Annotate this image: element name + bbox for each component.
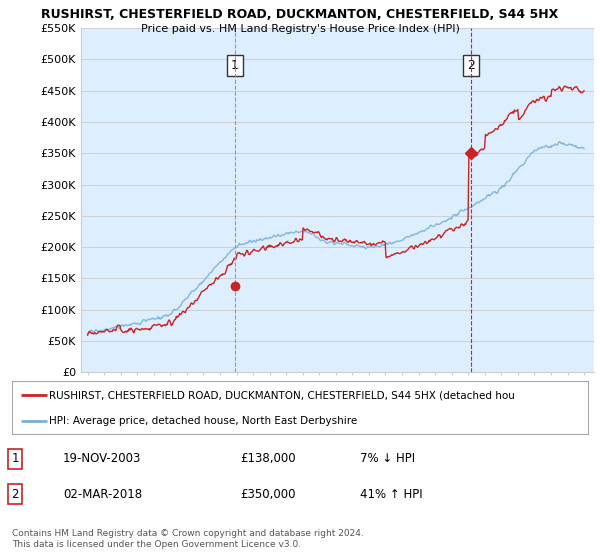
Text: 19-NOV-2003: 19-NOV-2003	[63, 452, 142, 465]
Text: £350,000: £350,000	[240, 488, 296, 501]
Text: RUSHIRST, CHESTERFIELD ROAD, DUCKMANTON, CHESTERFIELD, S44 5HX (detached hou: RUSHIRST, CHESTERFIELD ROAD, DUCKMANTON,…	[49, 390, 515, 400]
Text: 41% ↑ HPI: 41% ↑ HPI	[360, 488, 422, 501]
Text: RUSHIRST, CHESTERFIELD ROAD, DUCKMANTON, CHESTERFIELD, S44 5HX: RUSHIRST, CHESTERFIELD ROAD, DUCKMANTON,…	[41, 8, 559, 21]
Text: 2: 2	[11, 488, 19, 501]
Text: 02-MAR-2018: 02-MAR-2018	[63, 488, 142, 501]
Text: Price paid vs. HM Land Registry's House Price Index (HPI): Price paid vs. HM Land Registry's House …	[140, 24, 460, 34]
Text: 2: 2	[467, 59, 475, 72]
Text: 1: 1	[231, 59, 239, 72]
Text: 7% ↓ HPI: 7% ↓ HPI	[360, 452, 415, 465]
Text: £138,000: £138,000	[240, 452, 296, 465]
Text: Contains HM Land Registry data © Crown copyright and database right 2024.
This d: Contains HM Land Registry data © Crown c…	[12, 529, 364, 549]
Text: HPI: Average price, detached house, North East Derbyshire: HPI: Average price, detached house, Nort…	[49, 416, 358, 426]
Text: 1: 1	[11, 452, 19, 465]
